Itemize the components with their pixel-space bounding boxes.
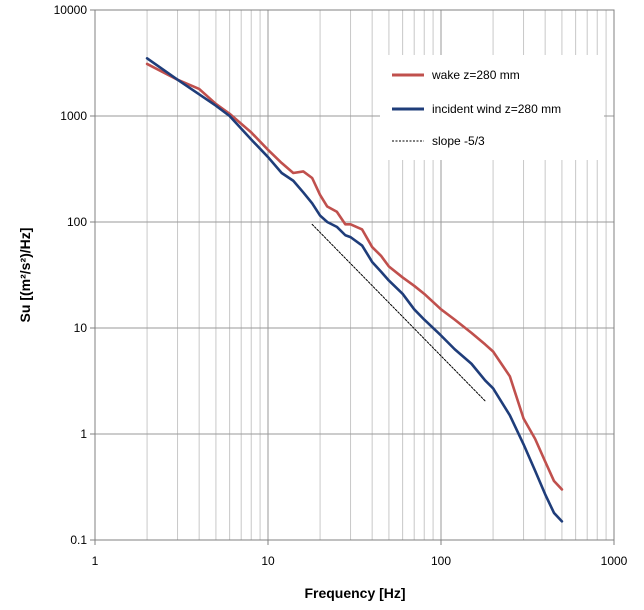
series-line-0 xyxy=(145,62,564,491)
legend-label-slope: slope -5/3 xyxy=(432,134,485,148)
x-tick-label: 1 xyxy=(92,554,99,568)
y-axis-title: Su [(m²/s²)/Hz] xyxy=(17,228,33,323)
grid xyxy=(95,10,614,540)
x-axis-title: Frequency [Hz] xyxy=(304,585,405,601)
legend-label-wake: wake z=280 mm xyxy=(431,68,520,82)
y-tick-label: 100 xyxy=(67,215,87,229)
legend-label-incident: incident wind z=280 mm xyxy=(432,102,561,116)
y-tick-label: 0.1 xyxy=(70,533,87,547)
y-tick-label: 10000 xyxy=(54,3,88,17)
series-layer xyxy=(145,57,564,523)
series-line-2 xyxy=(311,223,486,402)
x-tick-label: 100 xyxy=(431,554,451,568)
y-tick-label: 1 xyxy=(80,427,87,441)
x-tick-label: 10 xyxy=(261,554,275,568)
y-tick-label: 1000 xyxy=(60,109,87,123)
x-tick-labels: 1 10 100 1000 xyxy=(92,540,628,568)
plot-border xyxy=(94,9,615,541)
legend: wake z=280 mm incident wind z=280 mm slo… xyxy=(380,55,604,160)
y-tick-labels: 0.1 1 10 100 1000 10000 xyxy=(54,3,95,547)
x-tick-label: 1000 xyxy=(601,554,628,568)
y-tick-label: 10 xyxy=(74,321,88,335)
series-line-1 xyxy=(145,57,564,523)
